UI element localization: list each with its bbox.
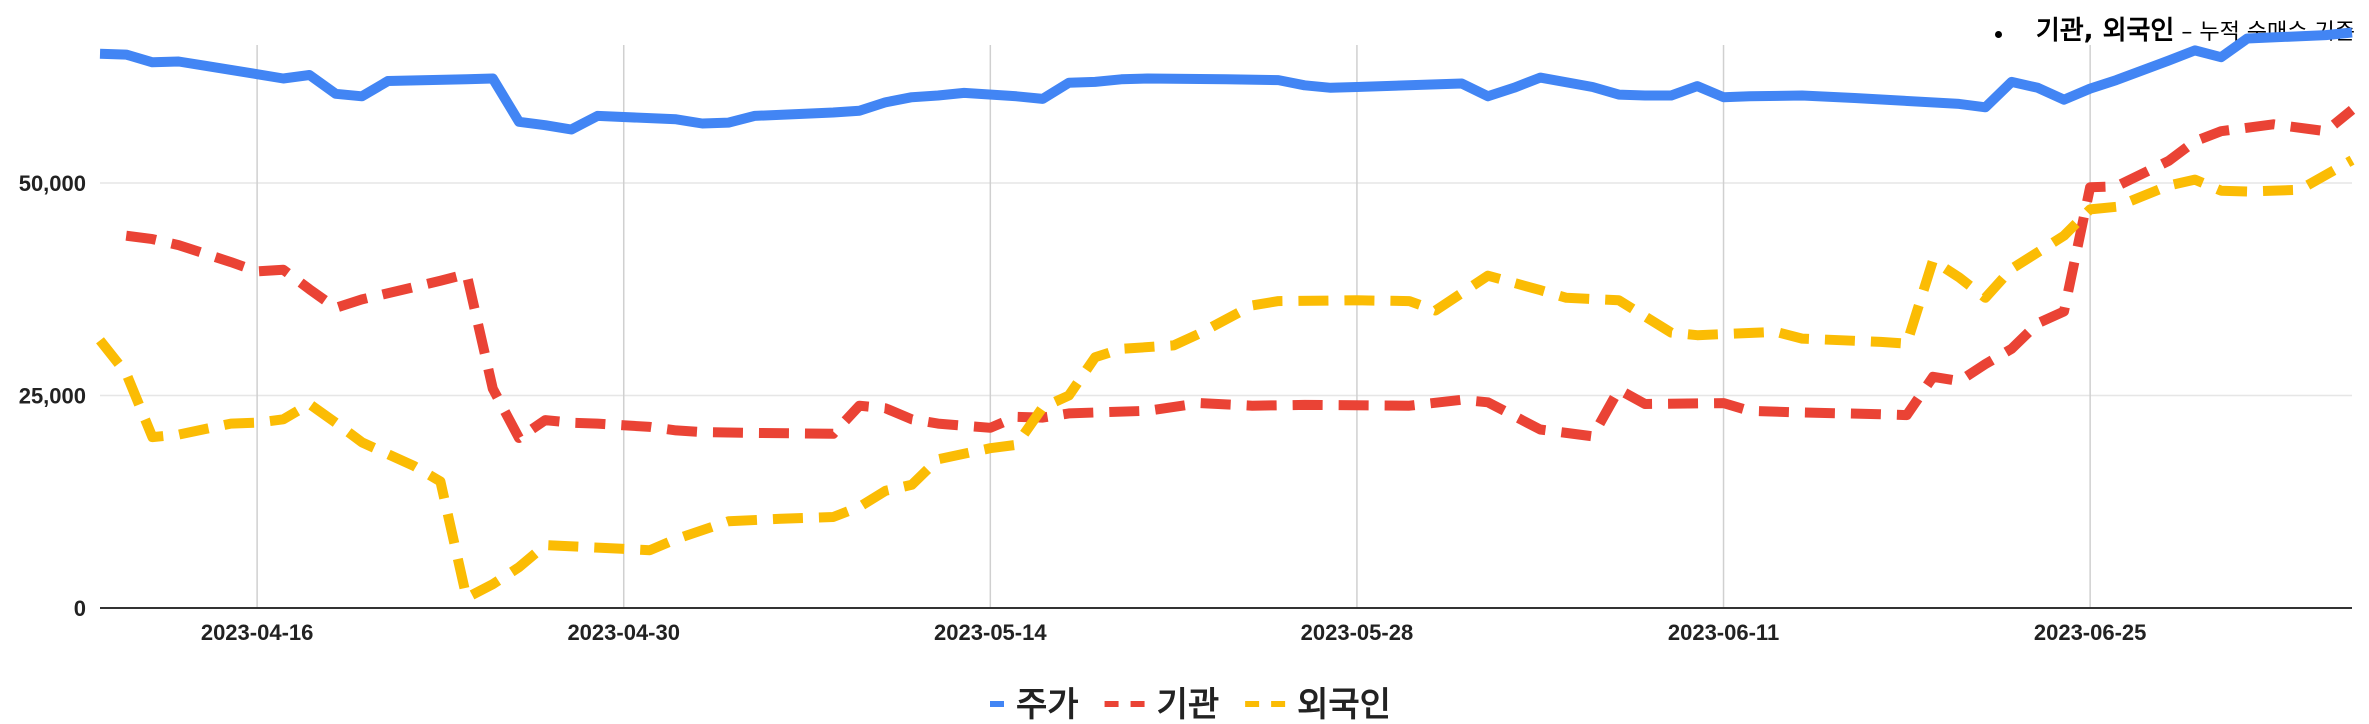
bullet-icon xyxy=(1994,31,2002,38)
legend-item: 주가 xyxy=(990,685,1079,724)
legend-item: 외국인 xyxy=(1245,685,1391,724)
x-tick-label: 2023-06-11 xyxy=(1668,620,1779,645)
y-axis-ticks: 0 25,000 50,000 xyxy=(19,171,86,621)
series-lines xyxy=(96,27,2356,603)
legend-label: 기관 xyxy=(1157,685,1220,724)
annotation-main: 기관, 외국인 xyxy=(2035,16,2175,46)
legend: 주가 기관 외국인 xyxy=(990,685,1391,724)
grid-lines xyxy=(100,45,2352,608)
y-tick-label: 50,000 xyxy=(19,171,86,196)
x-tick-label: 2023-05-14 xyxy=(934,620,1047,645)
y-tick-label: 25,000 xyxy=(19,384,86,409)
legend-label: 주가 xyxy=(1016,685,1079,724)
x-tick-label: 2023-04-30 xyxy=(567,620,680,645)
x-axis-ticks: 2023-04-16 2023-04-30 2023-05-14 2023-05-28… xyxy=(201,620,2147,645)
legend-item: 기관 xyxy=(1104,685,1220,724)
legend-label: 외국인 xyxy=(1297,685,1391,724)
x-tick-label: 2023-06-25 xyxy=(2034,620,2147,645)
series-line xyxy=(96,155,2355,603)
x-tick-label: 2023-05-28 xyxy=(1301,620,1414,645)
series-line xyxy=(99,27,2353,135)
series-line xyxy=(125,106,2356,443)
x-tick-label: 2023-04-16 xyxy=(201,620,314,645)
y-tick-label: 0 xyxy=(74,596,86,621)
